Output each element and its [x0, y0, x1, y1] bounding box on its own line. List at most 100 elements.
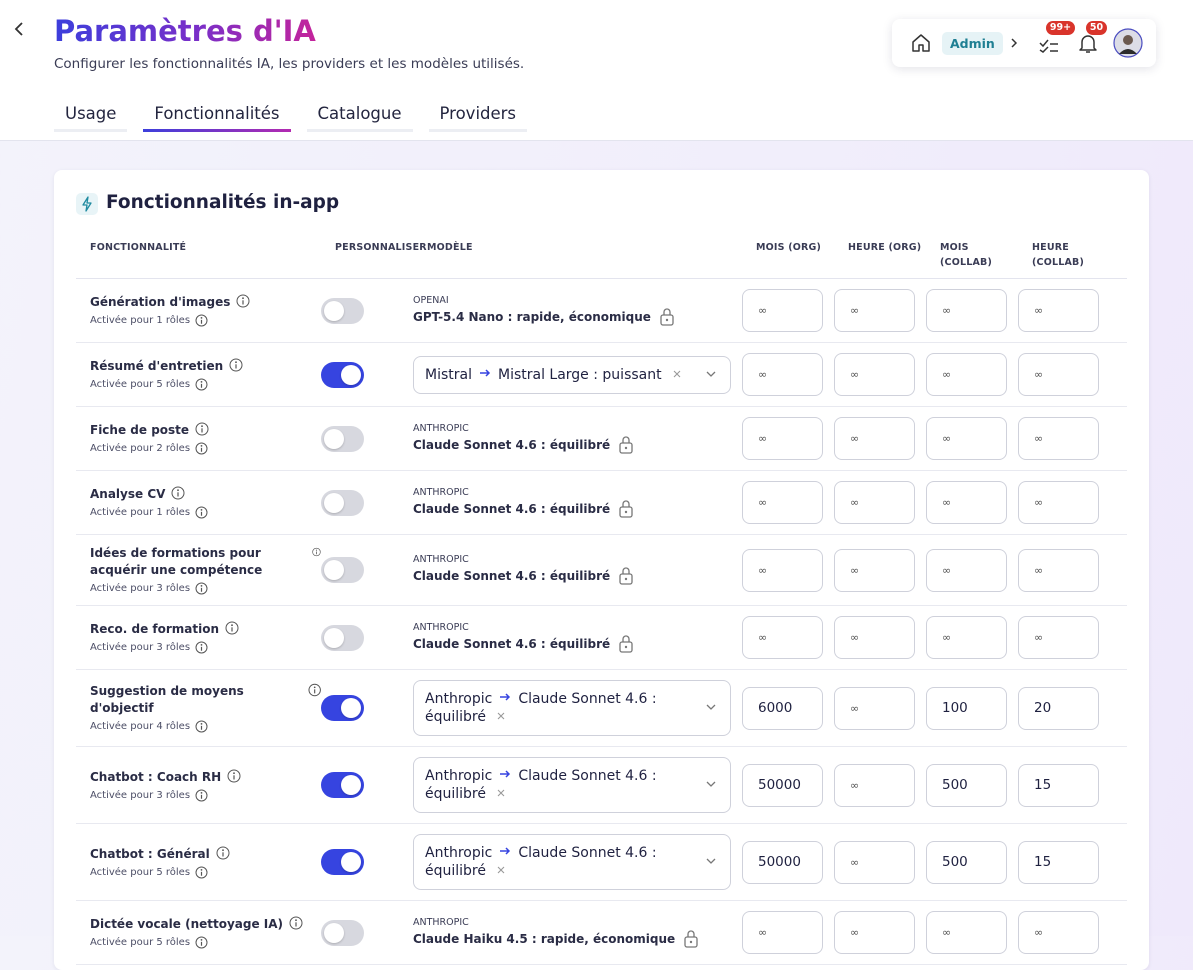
info-icon	[171, 486, 185, 500]
tab[interactable]: Usage	[54, 104, 128, 132]
limit-input[interactable]: ∞	[1018, 911, 1099, 954]
toggle[interactable]	[321, 772, 364, 798]
limit-input[interactable]: 20	[1018, 686, 1099, 730]
limit-input[interactable]: ∞	[742, 911, 823, 954]
limit-input[interactable]: ∞	[1018, 548, 1099, 592]
limit-input[interactable]: ∞	[834, 417, 915, 460]
roles-line: Activée pour 3 rôles	[90, 789, 321, 802]
limit-input[interactable]: ∞	[834, 763, 915, 807]
limit-input[interactable]: ∞	[834, 289, 915, 332]
limit-input[interactable]: ∞	[742, 417, 823, 460]
info-icon	[195, 314, 208, 327]
limit-input[interactable]: 500	[926, 840, 1007, 884]
limit-input[interactable]: ∞	[834, 481, 915, 524]
model-select[interactable]: Anthropic Claude Sonnet 4.6 : équilibré	[413, 757, 731, 813]
tab[interactable]: Catalogue	[306, 104, 413, 132]
roles-text: Activée pour 2 rôles	[90, 443, 191, 454]
info-icon	[195, 378, 208, 391]
toggle[interactable]	[321, 557, 364, 583]
tabs: Usage Fonctionnalités Catalogue Providers	[54, 104, 528, 132]
toggle[interactable]	[321, 849, 364, 875]
chevron	[1011, 38, 1017, 48]
limit-input[interactable]: 6000	[742, 686, 823, 730]
limit-input[interactable]: ∞	[742, 481, 823, 524]
toggle-cell	[321, 695, 413, 721]
limit-input[interactable]: ∞	[1018, 616, 1099, 659]
limit-input[interactable]: ∞	[926, 289, 1007, 332]
limit-input[interactable]: 15	[1018, 840, 1099, 884]
limit-input[interactable]: ∞	[742, 353, 823, 396]
provider-label: ANTHROPIC	[413, 422, 469, 434]
limit-input[interactable]: ∞	[926, 911, 1007, 954]
limit-input[interactable]: ∞	[742, 548, 823, 592]
limit-input[interactable]: ∞	[834, 548, 915, 592]
limit-input[interactable]: ∞	[834, 686, 915, 730]
limit-input[interactable]: ∞	[834, 616, 915, 659]
model-select[interactable]: Anthropic Claude Sonnet 4.6 : équilibré	[413, 834, 731, 890]
column-header: MODÈLE	[427, 242, 473, 253]
roles-text: Activée pour 5 rôles	[90, 866, 191, 878]
feature-cell: Analyse CV Activée pour 1 rôles	[76, 486, 321, 519]
roles-line: Activée pour 5 rôles	[90, 866, 321, 879]
info-icon	[195, 720, 208, 733]
limit-input[interactable]: ∞	[834, 911, 915, 954]
tab[interactable]: Providers	[428, 104, 528, 132]
tasks-badge: 99+	[1045, 21, 1076, 35]
lock-icon	[684, 929, 698, 948]
model-select[interactable]: Anthropic Claude Sonnet 4.6 : équilibré	[413, 680, 731, 736]
limit-input[interactable]: ∞	[926, 481, 1007, 524]
home-icon[interactable]	[910, 32, 932, 54]
limit-input[interactable]: 100	[926, 686, 1007, 730]
provider-name: Anthropic	[425, 768, 493, 784]
feature-name: Dictée vocale (nettoyage IA)	[90, 917, 284, 931]
feature-name-line: Résumé d'entretien	[90, 358, 321, 375]
features-card: Fonctionnalités in-app FONCTIONNALITÉ PER…	[54, 170, 1149, 970]
provider-label: ANTHROPIC	[413, 554, 469, 565]
lock-icon	[619, 567, 633, 585]
toggle[interactable]	[321, 489, 364, 516]
toggle[interactable]	[321, 425, 364, 452]
limit-input[interactable]: 50000	[742, 840, 823, 884]
limit-input[interactable]: ∞	[926, 417, 1007, 460]
limit-input[interactable]: ∞	[926, 353, 1007, 396]
model-select[interactable]: Mistral Mistral Large : puissant	[413, 355, 731, 394]
tab[interactable]: Fonctionnalités	[143, 104, 291, 132]
toggle[interactable]	[321, 297, 364, 324]
info-icon	[195, 641, 208, 654]
toggle[interactable]	[321, 624, 364, 651]
limit-input[interactable]: ∞	[1018, 353, 1099, 396]
section-title: Fonctionnalités in-app	[106, 192, 340, 213]
feature-name-line: Chatbot : Coach RH	[90, 769, 321, 786]
clear-icon	[673, 370, 680, 377]
limit-input[interactable]: 50000	[742, 763, 823, 807]
limit-input[interactable]: ∞	[1018, 481, 1099, 524]
tasks-button[interactable]: 99+	[1037, 21, 1076, 55]
back-button[interactable]	[12, 20, 26, 38]
notifications-button[interactable]: 50	[1077, 21, 1108, 55]
toggle[interactable]	[321, 919, 364, 946]
column-header: MOIS (ORG)	[756, 242, 822, 253]
feature-name: Chatbot : Coach RH	[90, 769, 222, 784]
roles-line: Activée pour 5 rôles	[90, 936, 321, 949]
avatar[interactable]	[1113, 28, 1143, 58]
feature-name: Chatbot : Général	[90, 846, 210, 861]
model-cell: Anthropic Claude Sonnet 4.6 : équilibré	[413, 757, 742, 813]
lock-icon	[619, 634, 633, 653]
dropdown-chevron	[706, 781, 716, 787]
role-pill[interactable]: Admin	[942, 31, 1003, 55]
limit-input[interactable]: ∞	[834, 353, 915, 396]
limit-input[interactable]: ∞	[926, 548, 1007, 592]
toggle[interactable]	[321, 361, 364, 388]
limit-input[interactable]: 15	[1018, 763, 1099, 807]
column-header: FONCTIONNALITÉ	[90, 242, 187, 253]
limit-input[interactable]: ∞	[1018, 289, 1099, 332]
toggle[interactable]	[321, 695, 364, 721]
limit-input[interactable]: ∞	[926, 616, 1007, 659]
limit-input[interactable]: ∞	[742, 289, 823, 332]
limit-input[interactable]: 500	[926, 763, 1007, 807]
limit-input[interactable]: ∞	[1018, 417, 1099, 460]
model-cell: ANTHROPIC Claude Sonnet 4.6 : équilibré	[413, 554, 742, 586]
limit-input[interactable]: ∞	[834, 840, 915, 884]
limit-input[interactable]: ∞	[742, 616, 823, 659]
